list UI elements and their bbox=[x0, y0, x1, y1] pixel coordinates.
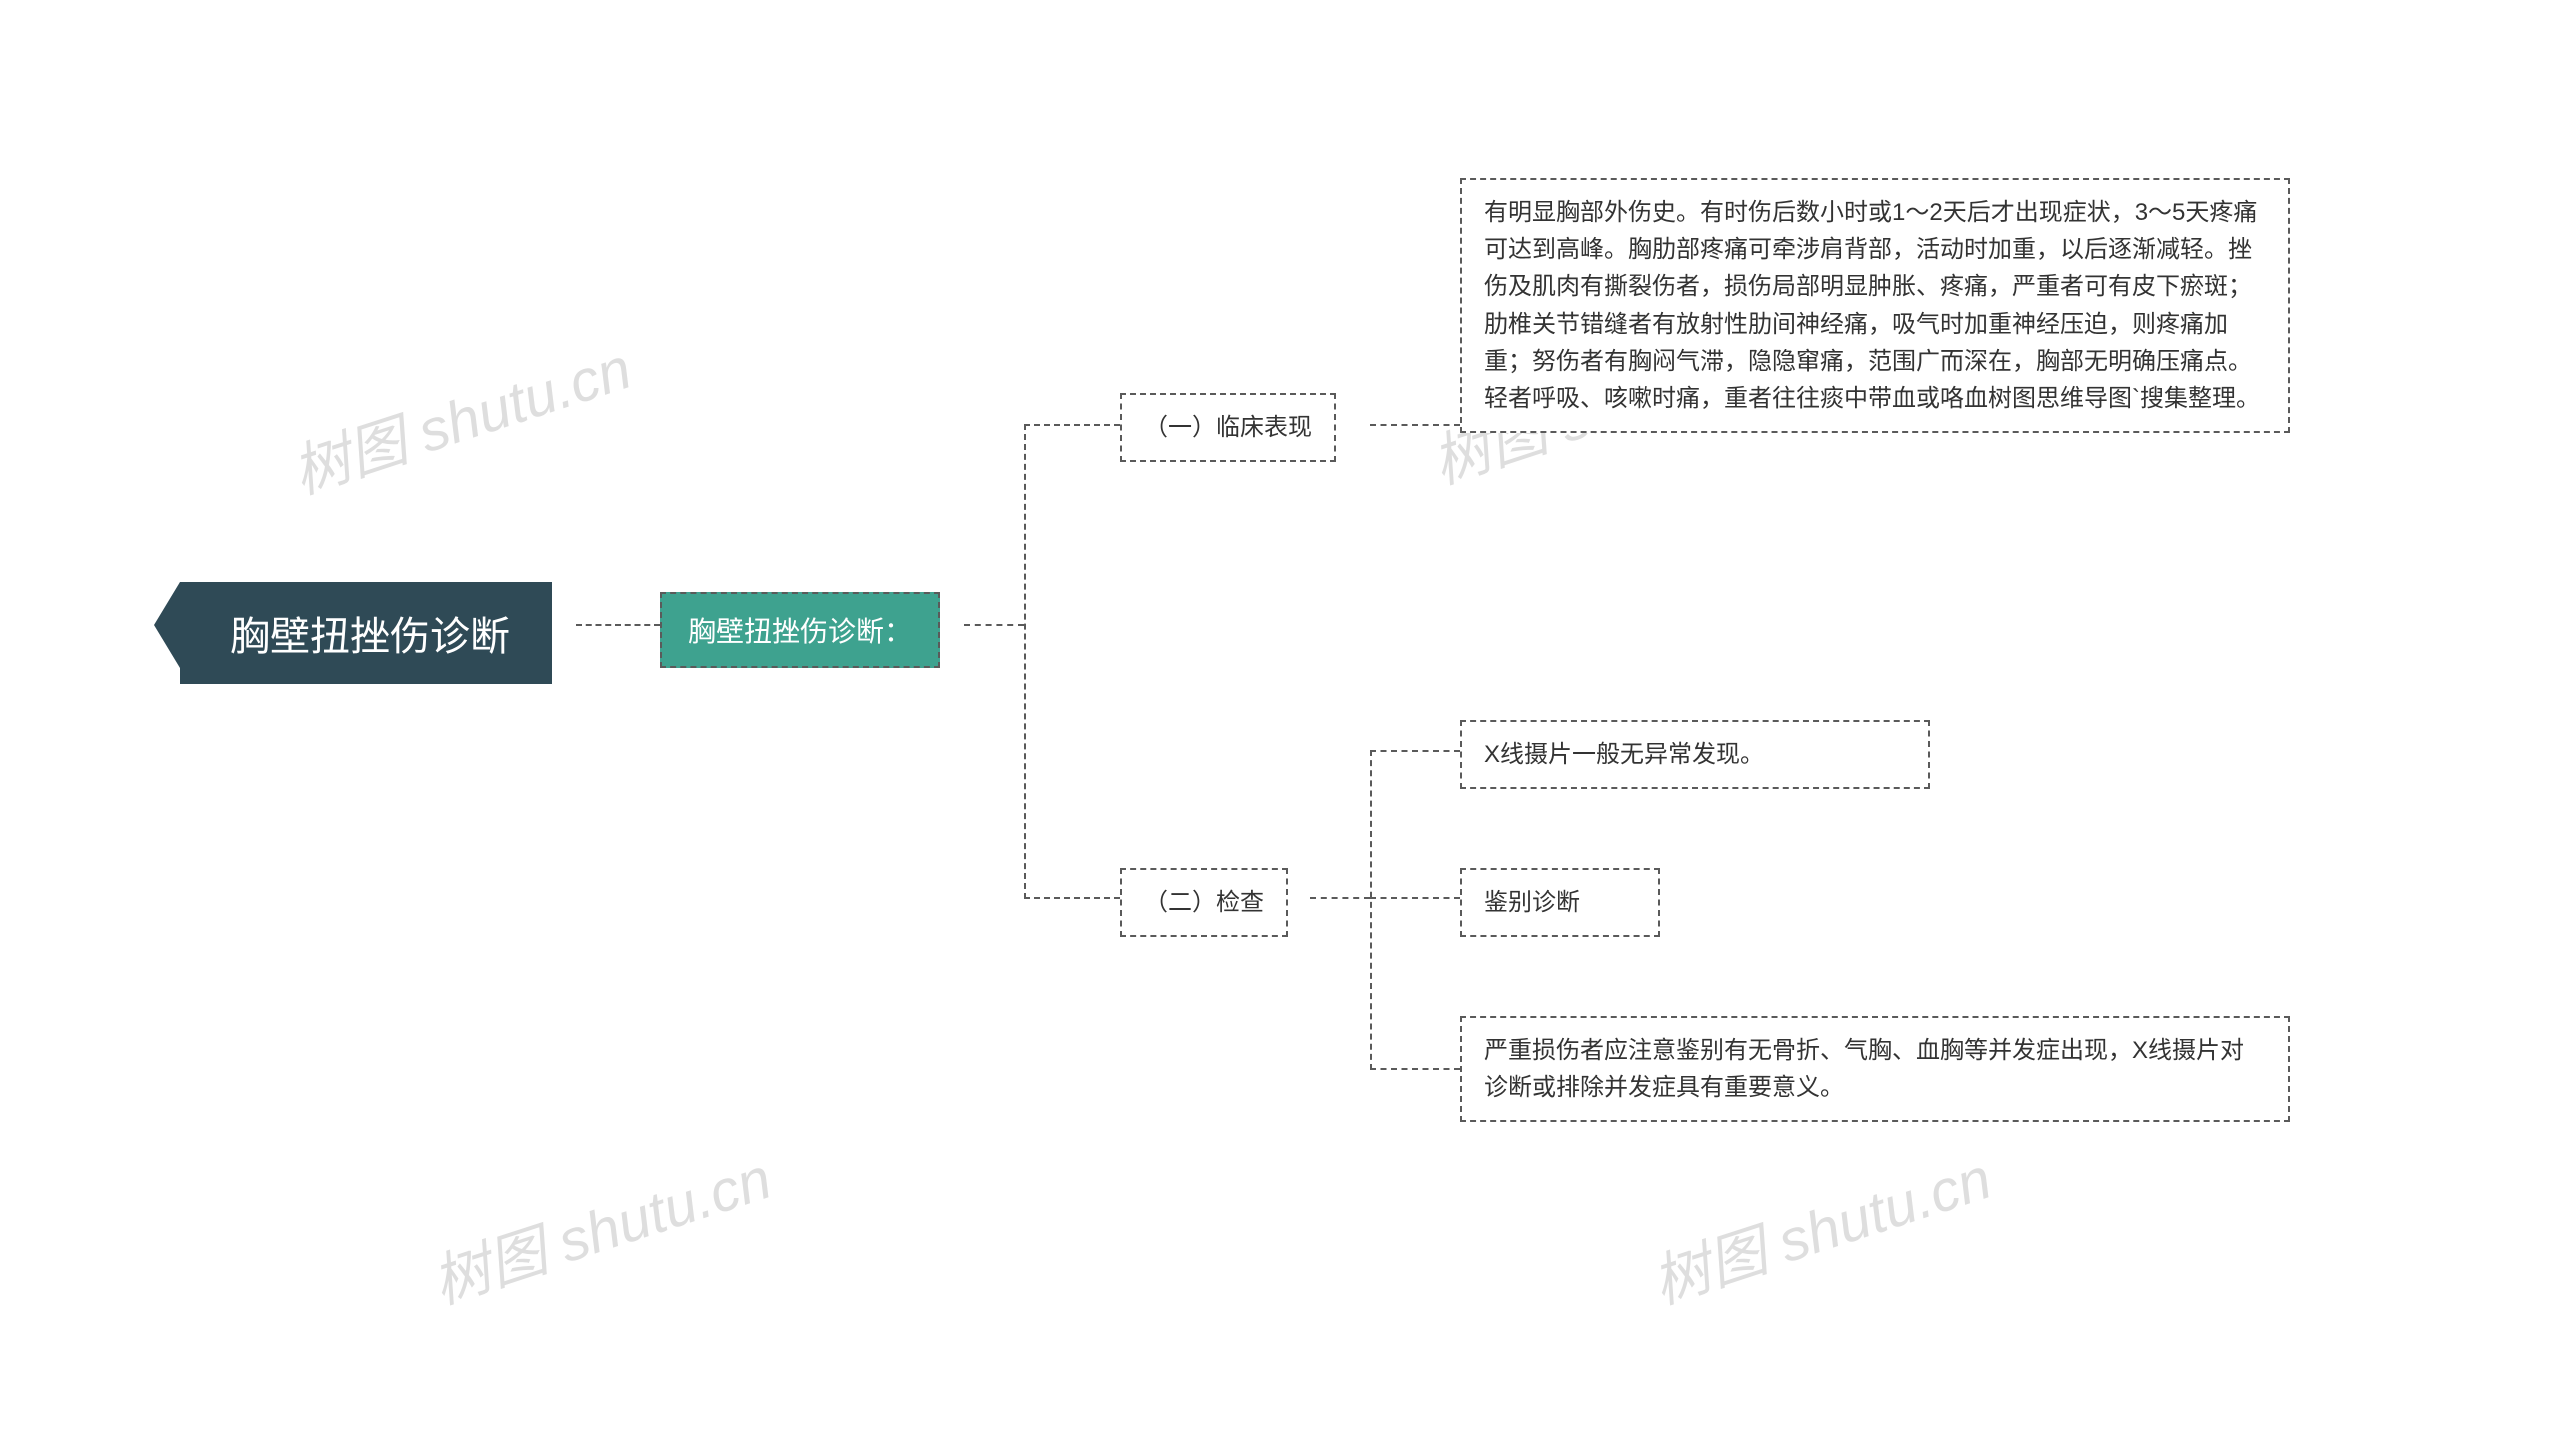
leaf-severe[interactable]: 严重损伤者应注意鉴别有无骨折、气胸、血胸等并发症出现，X线摄片对诊断或排除并发症… bbox=[1460, 1016, 2290, 1122]
connector bbox=[1024, 897, 1120, 899]
connector bbox=[1310, 897, 1370, 899]
leaf-diffdx[interactable]: 鉴别诊断 bbox=[1460, 868, 1660, 937]
level1-node-diagnosis[interactable]: 胸壁扭挫伤诊断： bbox=[660, 592, 940, 668]
mindmap-canvas: 树图 shutu.cn 树图 shutu.cn 树图 shutu.cn 树图 s… bbox=[0, 0, 2560, 1432]
branch-node-exam[interactable]: （二）检查 bbox=[1120, 868, 1288, 937]
connector bbox=[1370, 1068, 1460, 1070]
branch-node-clinical[interactable]: （一）临床表现 bbox=[1120, 393, 1336, 462]
leaf-clinical-detail[interactable]: 有明显胸部外伤史。有时伤后数小时或1～2天后才出现症状，3～5天疼痛可达到高峰。… bbox=[1460, 178, 2290, 433]
connector bbox=[1370, 750, 1460, 752]
connector bbox=[964, 624, 1024, 626]
connector bbox=[1370, 897, 1460, 899]
connector bbox=[576, 624, 660, 626]
connector bbox=[1370, 424, 1460, 426]
watermark: 树图 shutu.cn bbox=[1640, 1131, 2000, 1319]
connector bbox=[1370, 750, 1372, 1070]
connector bbox=[1024, 424, 1120, 426]
leaf-xray[interactable]: X线摄片一般无异常发现。 bbox=[1460, 720, 1930, 789]
watermark: 树图 shutu.cn bbox=[420, 1131, 780, 1319]
connector bbox=[1024, 424, 1026, 899]
root-node[interactable]: 胸壁扭挫伤诊断 bbox=[180, 582, 552, 684]
watermark: 树图 shutu.cn bbox=[280, 321, 640, 509]
